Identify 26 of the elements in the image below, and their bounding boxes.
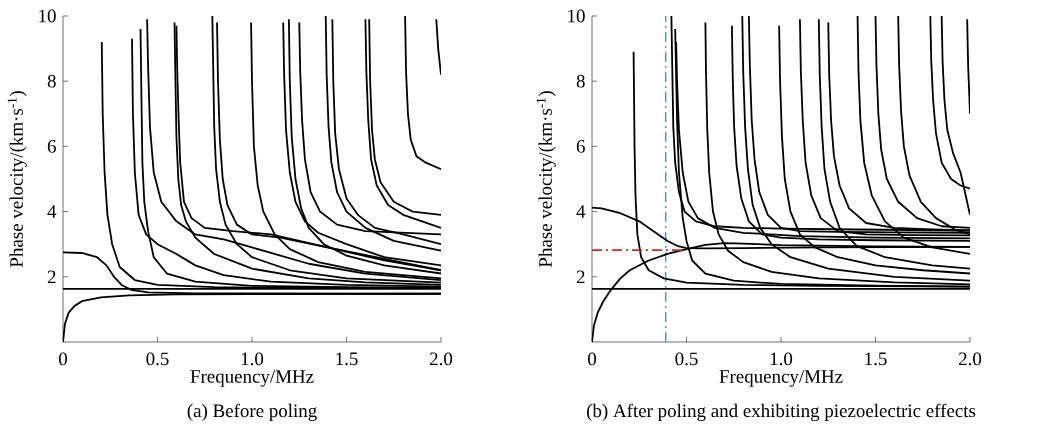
y-tick-label: 2 <box>47 270 56 284</box>
x-tick-label: 1.0 <box>770 352 793 366</box>
y-tick-label: 4 <box>576 205 586 218</box>
y-tick-label: 4 <box>47 205 57 218</box>
x-tick-label: 2.0 <box>959 352 982 366</box>
y-tick-label: 6 <box>576 140 585 153</box>
x-axis-title: Frequency/MHz <box>719 370 843 387</box>
x-tick-label: 0 <box>588 352 597 366</box>
x-axis-title: Frequency/MHz <box>190 370 314 387</box>
x-tick-label: 1.0 <box>241 352 264 366</box>
y-tick-label: 10 <box>39 9 56 23</box>
y-tick-label: 2 <box>576 270 585 284</box>
y-tick-label: 8 <box>47 74 56 88</box>
text: (b) After poling and exhibiting piezoelectric effects <box>587 403 976 422</box>
x-tick-label: 0.5 <box>146 352 169 366</box>
y-tick-label: 6 <box>47 140 56 153</box>
x-tick-label: 0 <box>59 352 68 366</box>
x-tick-label: 2.0 <box>430 352 453 366</box>
y-axis-title: Phase velocity/(km·s$^{-1}$) <box>7 91 27 267</box>
x-tick-label: 0.5 <box>675 352 698 366</box>
x-tick-label: 1.5 <box>336 352 358 366</box>
y-tick-label: 8 <box>576 74 585 88</box>
y-tick-label: 10 <box>568 9 585 23</box>
x-tick-label: 1.5 <box>865 352 887 366</box>
y-axis-title: Phase velocity/(km·s$^{-1}$) <box>536 91 556 267</box>
text: (a) Before poling <box>187 403 317 422</box>
